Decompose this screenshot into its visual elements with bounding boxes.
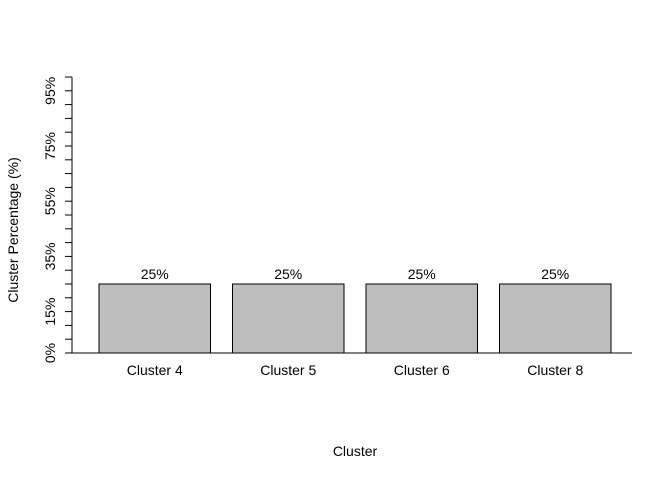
data-label: 25% xyxy=(541,266,569,282)
bar xyxy=(365,283,478,354)
category-label: Cluster 5 xyxy=(260,362,316,378)
y-tick-label: 75% xyxy=(42,132,58,160)
data-label: 25% xyxy=(274,266,302,282)
y-tick-label: 35% xyxy=(42,242,58,270)
category-label: Cluster 8 xyxy=(527,362,583,378)
bar xyxy=(98,283,211,354)
y-axis-label: Cluster Percentage (%) xyxy=(5,157,21,303)
category-label: Cluster 4 xyxy=(127,362,183,378)
bar xyxy=(232,283,345,354)
y-tick-label: 95% xyxy=(42,77,58,105)
x-axis-label: Cluster xyxy=(333,443,378,459)
data-label: 25% xyxy=(408,266,436,282)
data-label: 25% xyxy=(141,266,169,282)
y-tick-label: 55% xyxy=(42,187,58,215)
y-tick-label: 15% xyxy=(42,298,58,326)
y-tick-label: 0% xyxy=(42,343,58,363)
bar xyxy=(499,283,612,354)
category-label: Cluster 6 xyxy=(394,362,450,378)
